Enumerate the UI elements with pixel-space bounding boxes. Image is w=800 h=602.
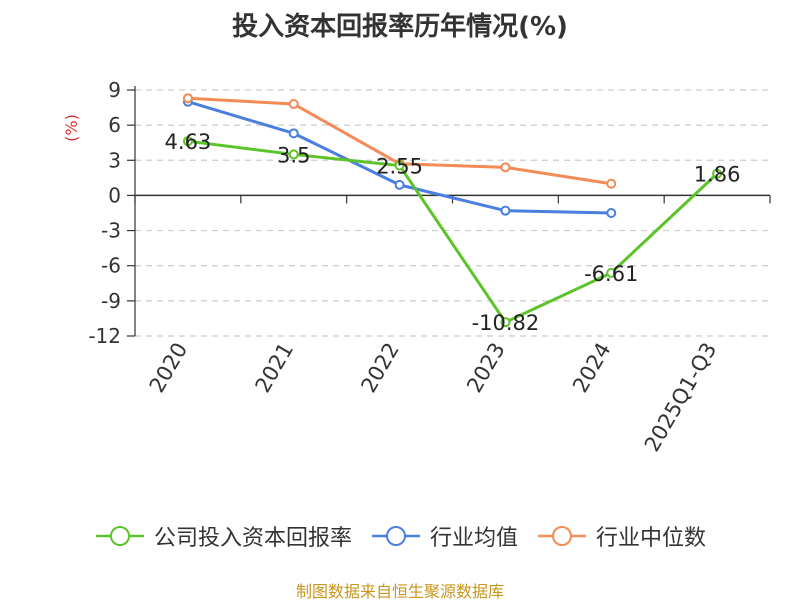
data-point [182,136,193,147]
x-tick-label: 2021 [251,339,299,397]
x-tick-label: 2025Q1-Q3 [640,339,722,456]
data-label: -10.82 [472,311,540,335]
legend-item: 行业中位数 [536,520,706,552]
y-tick-label: 6 [108,113,121,137]
data-point [606,208,617,218]
data-label: 2.55 [376,155,423,179]
data-point [288,128,299,139]
y-tick-label: 3 [108,148,121,172]
chart-title: 投入资本回报率历年情况(%) [232,12,568,42]
data-label: 4.63 [165,130,212,154]
data-label: 3.5 [277,143,310,167]
data-labels: 4.63 3.5 2.55 -10.82 -6.61 1.86 [165,130,741,335]
data-point [394,179,405,190]
y-tick-label: 0 [108,183,121,207]
legend-circle [385,526,406,546]
legend-item: 行业均值 [370,520,518,552]
x-tick-label: 2024 [568,339,616,397]
x-tick-label: 2023 [462,338,510,396]
data-point [606,178,617,189]
legend: 公司投入资本回报率 行业均值 行业中位数 [0,520,800,552]
data-point [394,160,405,171]
data-point [606,267,617,278]
data-point [500,205,511,216]
grid-lines [135,89,770,337]
legend-circle [109,526,130,546]
y-tick-label: -12 [88,324,121,348]
data-point [500,317,511,328]
data-point [500,162,511,173]
legend-label: 行业中位数 [596,526,707,551]
data-label: 1.86 [694,163,741,187]
line-chart: 9 6 3 0 -3 -6 -9 -12 2020 2021 2022 2023 2024 2025Q1-… [62,78,771,456]
x-tick-label: 2020 [145,339,193,397]
legend-label: 公司投入资本回报率 [153,526,352,551]
legend-item: 公司投入资本回报率 [94,520,352,552]
legend-marker [538,526,586,546]
y-tick-label: -6 [101,254,121,278]
legend-label: 行业均值 [429,526,518,551]
data-point [712,168,723,179]
y-tick-label: -3 [101,219,121,243]
series-line [187,139,719,324]
legend-marker [95,526,144,546]
data-point [288,149,299,160]
y-tick-label: 9 [108,78,121,102]
y-axis-unit-label: (%) [62,114,81,142]
x-tick-label: 2022 [356,339,404,397]
legend-marker [371,526,420,546]
data-label: -6.61 [584,262,638,286]
y-tick-label: -9 [101,289,121,313]
series [182,93,723,328]
data-point [182,93,193,104]
legend-circle [552,526,572,546]
source-note: 制图数据来自恒生聚源数据库 [295,582,504,601]
data-point [288,99,299,110]
